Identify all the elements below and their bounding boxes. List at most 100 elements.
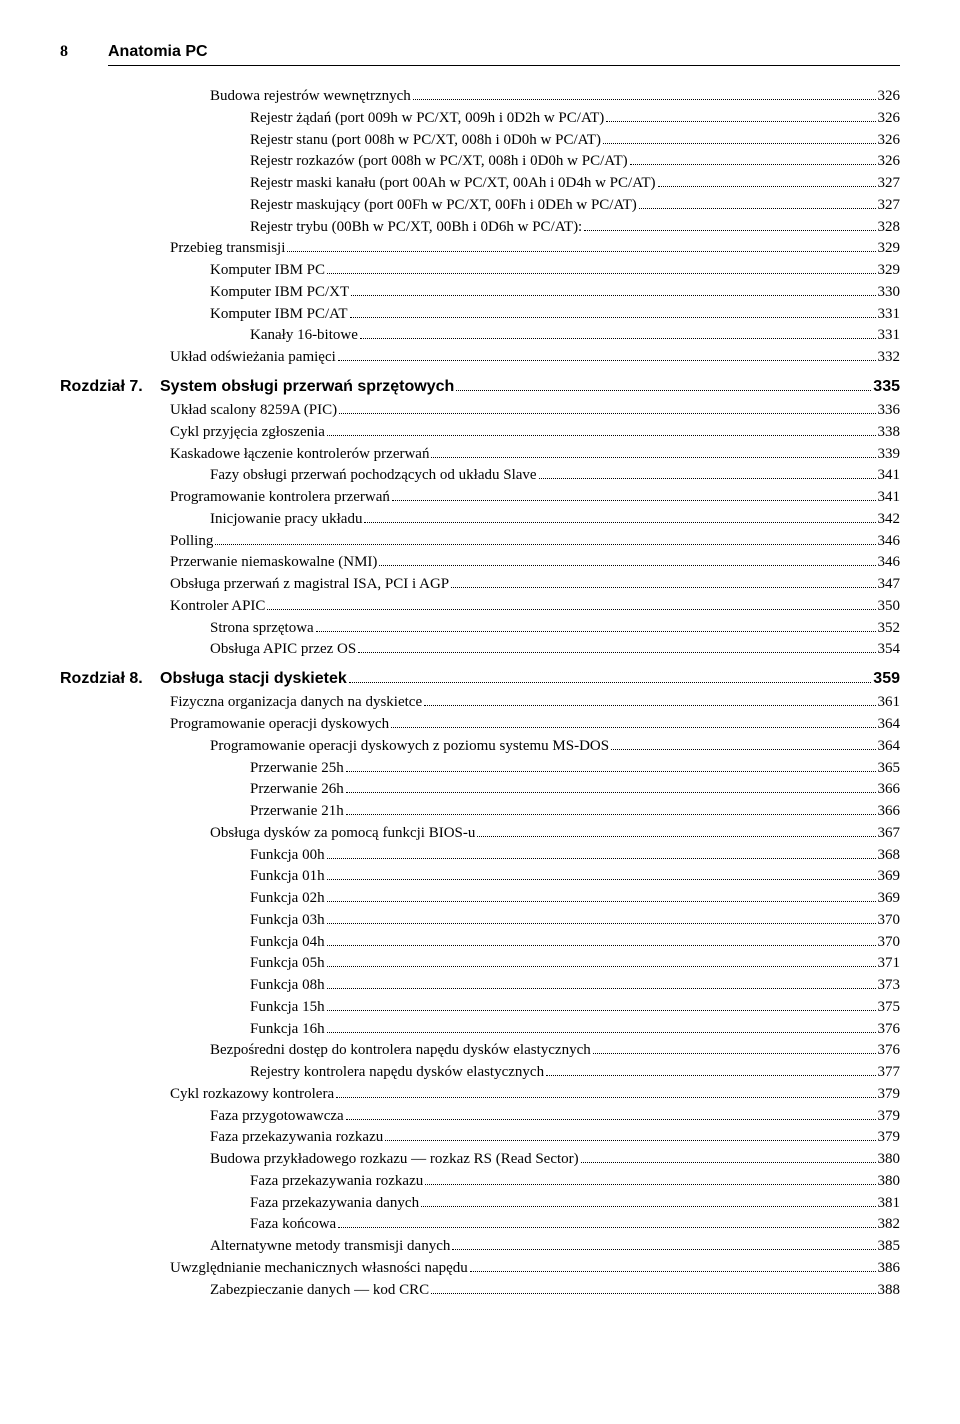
- toc-entry-label: Rejestr maski kanału (port 00Ah w PC/XT,…: [250, 173, 656, 195]
- toc-entry-page: 326: [878, 108, 901, 130]
- toc-entry-label: Układ scalony 8259A (PIC): [170, 400, 337, 422]
- toc-entry: Zabezpieczanie danych — kod CRC388: [210, 1280, 900, 1302]
- toc-entry-label: Funkcja 15h: [250, 997, 325, 1019]
- toc-leader-dots: [327, 435, 876, 436]
- toc-leader-dots: [477, 836, 875, 837]
- toc-entry: Rejestr rozkazów (port 008h w PC/XT, 008…: [250, 151, 900, 173]
- toc-entry-label: Budowa przykładowego rozkazu — rozkaz RS…: [210, 1149, 579, 1171]
- toc-entry-label: Obsługa przerwań z magistral ISA, PCI i …: [170, 574, 449, 596]
- toc-entry: Funkcja 16h376: [250, 1019, 900, 1041]
- toc-leader-dots: [421, 1206, 875, 1207]
- toc-entry-label: Strona sprzętowa: [210, 618, 314, 640]
- toc-entry-label: Bezpośredni dostęp do kontrolera napędu …: [210, 1040, 591, 1062]
- toc-entry: Rejestr stanu (port 008h w PC/XT, 008h i…: [250, 130, 900, 152]
- toc-entry-page: 364: [878, 736, 901, 758]
- toc-entry: Polling 346: [170, 531, 900, 553]
- toc-leader-dots: [391, 727, 875, 728]
- toc-leader-dots: [581, 1162, 876, 1163]
- toc-entry-label: Układ odświeżania pamięci: [170, 347, 336, 369]
- toc-entry-label: Zabezpieczanie danych — kod CRC: [210, 1280, 429, 1302]
- toc-entry-page: 327: [878, 173, 901, 195]
- toc-entry-page: 330: [878, 282, 901, 304]
- toc-entry: Budowa przykładowego rozkazu — rozkaz RS…: [210, 1149, 900, 1171]
- toc-leader-dots: [346, 792, 876, 793]
- toc-entry: Funkcja 04h370: [250, 932, 900, 954]
- toc-entry-label: Obsługa APIC przez OS: [210, 639, 356, 661]
- toc-entry: Przebieg transmisji 329: [170, 238, 900, 260]
- toc-entry-label: Faza przekazywania rozkazu: [250, 1171, 423, 1193]
- toc-entry-page: 380: [878, 1149, 901, 1171]
- toc-entry-page: 354: [878, 639, 901, 661]
- toc-leader-dots: [379, 565, 875, 566]
- book-title: Anatomia PC: [108, 40, 900, 66]
- toc-leader-dots: [338, 1227, 875, 1228]
- toc-entry-page: 346: [878, 531, 901, 553]
- toc-leader-dots: [456, 390, 871, 391]
- toc-entry-label: Faza przygotowawcza: [210, 1106, 344, 1128]
- toc-entry-label: Faza końcowa: [250, 1214, 336, 1236]
- toc-entry-label: Przerwanie 25h: [250, 758, 344, 780]
- toc-chapter: Rozdział 7.System obsługi przerwań sprzę…: [60, 375, 900, 398]
- toc-entry-page: 359: [873, 667, 900, 690]
- toc-entry: Rejestry kontrolera napędu dysków elasty…: [250, 1062, 900, 1084]
- toc-entry-label: Funkcja 02h: [250, 888, 325, 910]
- toc-entry-label: Komputer IBM PC/AT: [210, 304, 348, 326]
- toc-leader-dots: [316, 631, 876, 632]
- toc-entry-label: Faza przekazywania danych: [250, 1193, 419, 1215]
- toc-entry: Funkcja 08h373: [250, 975, 900, 997]
- toc-leader-dots: [327, 273, 875, 274]
- toc-entry-label: Przerwanie 21h: [250, 801, 344, 823]
- toc-entry: Układ scalony 8259A (PIC)336: [170, 400, 900, 422]
- toc-entry-label: Rejestr stanu (port 008h w PC/XT, 008h i…: [250, 130, 601, 152]
- toc-entry-label: Rozdział 8.Obsługa stacji dyskietek: [60, 667, 347, 690]
- toc-entry: Faza końcowa382: [250, 1214, 900, 1236]
- toc-entry-page: 335: [873, 375, 900, 398]
- toc-leader-dots: [338, 360, 876, 361]
- toc-entry: Cykl rozkazowy kontrolera379: [170, 1084, 900, 1106]
- toc-entry: Faza przekazywania danych381: [250, 1193, 900, 1215]
- toc-leader-dots: [327, 945, 876, 946]
- toc-entry-label: Fizyczna organizacja danych na dyskietce: [170, 692, 422, 714]
- toc-entry: Budowa rejestrów wewnętrznych326: [210, 86, 900, 108]
- page-number: 8: [60, 40, 68, 63]
- toc-leader-dots: [639, 208, 876, 209]
- toc-leader-dots: [392, 500, 876, 501]
- toc-entry-label: Rejestr rozkazów (port 008h w PC/XT, 008…: [250, 151, 628, 173]
- toc-entry-label: Polling: [170, 531, 213, 553]
- chapter-prefix: Rozdział 7.: [60, 375, 160, 398]
- toc-entry-page: 368: [878, 845, 901, 867]
- toc-entry: Komputer IBM PC/XT 330: [210, 282, 900, 304]
- toc-entry-page: 342: [878, 509, 901, 531]
- toc-entry-label: Komputer IBM PC/XT: [210, 282, 349, 304]
- toc-entry: Fazy obsługi przerwań pochodzących od uk…: [210, 465, 900, 487]
- toc-entry-page: 366: [878, 779, 901, 801]
- toc-entry: Programowanie operacji dyskowych z pozio…: [210, 736, 900, 758]
- page-header: 8 Anatomia PC: [60, 40, 900, 66]
- toc-entry-label: Kaskadowe łączenie kontrolerów przerwań: [170, 444, 429, 466]
- toc-entry-page: 379: [878, 1106, 901, 1128]
- toc-entry-page: 329: [878, 238, 901, 260]
- toc-entry-label: Funkcja 08h: [250, 975, 325, 997]
- toc-entry: Komputer IBM PC/AT 331: [210, 304, 900, 326]
- toc-entry: Kanały 16-bitowe331: [250, 325, 900, 347]
- chapter-prefix: Rozdział 8.: [60, 667, 160, 690]
- toc-entry-label: Przerwanie 26h: [250, 779, 344, 801]
- toc-leader-dots: [539, 478, 876, 479]
- toc-entry-label: Rejestr maskujący (port 00Fh w PC/XT, 00…: [250, 195, 637, 217]
- toc-leader-dots: [360, 338, 876, 339]
- toc-entry-page: 377: [878, 1062, 901, 1084]
- toc-leader-dots: [327, 923, 876, 924]
- toc-chapter: Rozdział 8.Obsługa stacji dyskietek 359: [60, 667, 900, 690]
- toc-entry: Faza przekazywania rozkazu380: [250, 1171, 900, 1193]
- toc-entry-label: Funkcja 01h: [250, 866, 325, 888]
- toc-leader-dots: [385, 1140, 875, 1141]
- toc-entry-label: Przebieg transmisji: [170, 238, 285, 260]
- toc-entry-label: Alternatywne metody transmisji danych: [210, 1236, 450, 1258]
- toc-entry: Programowanie kontrolera przerwań341: [170, 487, 900, 509]
- toc-leader-dots: [630, 164, 876, 165]
- toc-entry: Funkcja 01h369: [250, 866, 900, 888]
- toc-entry-page: 331: [878, 304, 901, 326]
- toc-entry-page: 375: [878, 997, 901, 1019]
- toc-leader-dots: [327, 988, 876, 989]
- toc-leader-dots: [658, 186, 876, 187]
